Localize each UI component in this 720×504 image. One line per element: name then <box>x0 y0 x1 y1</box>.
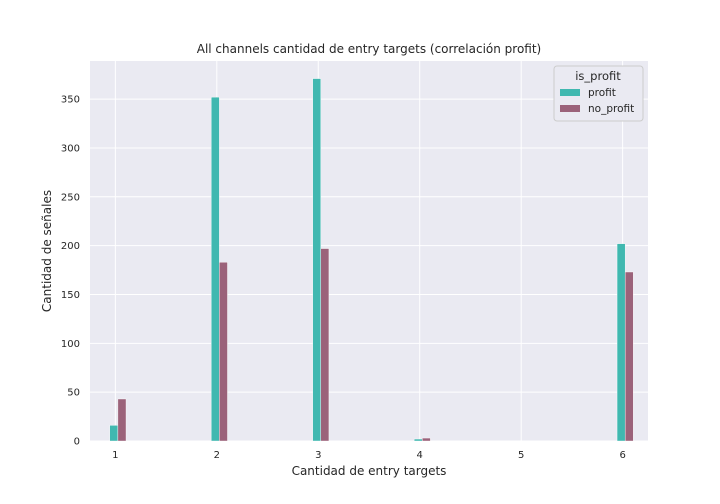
x-tick-labels: 1 2 3 4 5 6 <box>112 450 626 461</box>
x-tick-label: 1 <box>112 450 118 461</box>
bar-profit-2 <box>211 96 220 442</box>
bar-profit-1 <box>109 425 119 442</box>
legend-label-no-profit: no_profit <box>588 103 634 115</box>
y-tick-label: 350 <box>61 95 80 106</box>
x-tick-label: 4 <box>417 450 423 461</box>
bar-no-profit-1 <box>117 398 127 442</box>
legend-swatch-profit <box>560 89 580 96</box>
x-axis-label: Cantidad de entry targets <box>292 464 447 478</box>
x-tick-label: 3 <box>315 450 321 461</box>
x-tick-label: 5 <box>518 450 524 461</box>
plot-background <box>90 61 648 441</box>
x-tick-label: 2 <box>214 450 220 461</box>
bar-no-profit-6 <box>624 271 634 442</box>
bar-no-profit-2 <box>219 262 228 442</box>
y-tick-label: 0 <box>74 437 80 448</box>
y-tick-label: 300 <box>61 143 80 154</box>
y-tick-labels: 0 50 100 150 200 250 300 350 <box>61 95 80 448</box>
bar-no-profit-3 <box>320 248 330 442</box>
legend-label-profit: profit <box>588 87 616 99</box>
bar-profit-6 <box>616 243 626 442</box>
y-tick-label: 100 <box>61 339 80 350</box>
legend: is_profit profit no_profit <box>553 65 644 122</box>
chart-title: All channels cantidad de entry targets (… <box>197 42 542 56</box>
y-tick-label: 250 <box>61 192 80 203</box>
y-tick-label: 200 <box>61 241 80 252</box>
bar-profit-4 <box>413 438 423 442</box>
bars <box>109 78 634 442</box>
y-axis-label: Cantidad de señales <box>40 190 54 312</box>
bar-profit-3 <box>312 78 322 442</box>
y-tick-label: 150 <box>61 290 80 301</box>
legend-swatch-no-profit <box>560 105 580 112</box>
y-tick-label: 50 <box>67 388 80 399</box>
x-tick-label: 6 <box>619 450 625 461</box>
legend-title: is_profit <box>575 69 621 83</box>
bar-no-profit-4 <box>422 437 431 442</box>
